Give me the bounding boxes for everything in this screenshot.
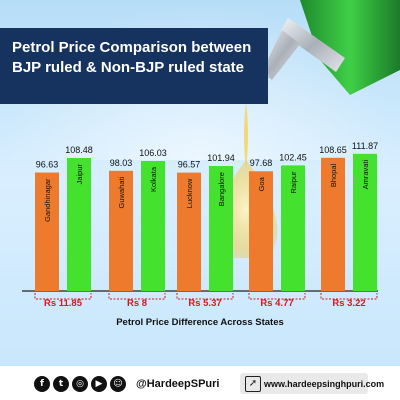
data-label-bangalore: 101.94 xyxy=(207,153,235,163)
difference-bracket xyxy=(34,293,92,300)
bar-bangalore xyxy=(209,166,233,291)
social-handle[interactable]: @HardeepSPuri xyxy=(136,378,220,390)
bar-kolkata xyxy=(141,160,165,291)
bar-lucknow xyxy=(177,172,201,291)
category-label-guwahati: Guwahati xyxy=(117,176,126,208)
website-link[interactable]: www.hardeepsinghpuri.com xyxy=(264,379,385,389)
chart-title: Petrol Price Comparison between BJP rule… xyxy=(12,39,252,76)
bar-goa xyxy=(249,171,273,291)
data-label-jaipur: 108.48 xyxy=(65,145,93,155)
bar-guwahati xyxy=(109,170,133,291)
data-label-lucknow: 96.57 xyxy=(178,160,201,170)
x-axis-label: Petrol Price Difference Across States xyxy=(116,317,284,328)
difference-bracket xyxy=(320,293,378,300)
bar-amravati xyxy=(353,153,377,291)
cursor-click-icon: ➚ xyxy=(245,376,261,392)
difference-label: Rs 4.77 xyxy=(260,298,293,309)
difference-label: Rs 3.22 xyxy=(332,298,365,309)
data-label-kolkata: 106.03 xyxy=(139,148,167,158)
difference-bracket xyxy=(108,293,166,300)
difference-label: Rs 5.37 xyxy=(188,298,221,309)
youtube-icon[interactable]: ▶ xyxy=(91,376,107,392)
facebook-icon[interactable]: f xyxy=(34,376,50,392)
data-label-gandhinagar: 96.63 xyxy=(36,160,59,170)
title-banner: Petrol Price Comparison between BJP rule… xyxy=(0,28,268,104)
category-label-bhopal: Bhopal xyxy=(329,163,338,187)
category-label-lucknow: Lucknow xyxy=(185,178,194,208)
data-label-goa: 97.68 xyxy=(250,158,273,168)
twitter-icon[interactable]: t xyxy=(53,376,69,392)
bar-bhopal xyxy=(321,157,345,291)
data-label-guwahati: 98.03 xyxy=(110,158,133,168)
data-label-raipur: 102.45 xyxy=(279,152,307,162)
website-box[interactable] xyxy=(240,373,368,394)
category-label-raipur: Raipur xyxy=(289,171,298,194)
category-label-goa: Goa xyxy=(257,176,266,191)
category-label-bangalore: Bangalore xyxy=(217,172,226,206)
category-label-jaipur: Jaipur xyxy=(75,164,84,185)
snapchat-icon[interactable]: ☺ xyxy=(110,376,126,392)
difference-label: Rs 8 xyxy=(127,298,147,309)
difference-bracket xyxy=(176,293,234,300)
difference-label: Rs 11.85 xyxy=(44,298,83,309)
bar-gandhinagar xyxy=(35,172,59,291)
bar-raipur xyxy=(281,165,305,291)
category-label-amravati: Amravati xyxy=(361,160,370,190)
data-label-bhopal: 108.65 xyxy=(319,145,347,155)
bar-jaipur xyxy=(67,157,91,291)
category-label-gandhinagar: Gandhinagar xyxy=(43,178,52,222)
category-label-kolkata: Kolkata xyxy=(149,166,158,192)
instagram-icon[interactable]: ◎ xyxy=(72,376,88,392)
social-icons: f t ◎ ▶ ☺ xyxy=(34,376,126,392)
difference-bracket xyxy=(248,293,306,300)
data-label-amravati: 111.87 xyxy=(352,141,378,151)
